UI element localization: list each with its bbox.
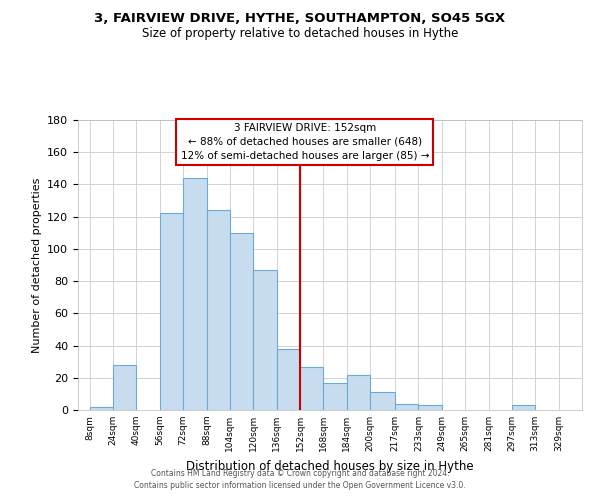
Bar — [160, 214, 183, 410]
Bar — [206, 210, 230, 410]
Bar — [347, 374, 370, 410]
Bar — [253, 270, 277, 410]
Text: 3 FAIRVIEW DRIVE: 152sqm
← 88% of detached houses are smaller (648)
12% of semi-: 3 FAIRVIEW DRIVE: 152sqm ← 88% of detach… — [181, 123, 429, 161]
Text: Size of property relative to detached houses in Hythe: Size of property relative to detached ho… — [142, 28, 458, 40]
Bar — [418, 405, 442, 410]
Bar — [323, 382, 347, 410]
Y-axis label: Number of detached properties: Number of detached properties — [32, 178, 41, 352]
Bar — [395, 404, 418, 410]
Bar — [512, 405, 535, 410]
Bar — [230, 233, 253, 410]
Bar — [300, 366, 323, 410]
Bar — [113, 365, 136, 410]
X-axis label: Distribution of detached houses by size in Hythe: Distribution of detached houses by size … — [186, 460, 474, 472]
Bar — [89, 407, 113, 410]
Bar — [370, 392, 395, 410]
Text: 3, FAIRVIEW DRIVE, HYTHE, SOUTHAMPTON, SO45 5GX: 3, FAIRVIEW DRIVE, HYTHE, SOUTHAMPTON, S… — [94, 12, 506, 26]
Text: Contains HM Land Registry data © Crown copyright and database right 2024.: Contains HM Land Registry data © Crown c… — [151, 468, 449, 477]
Text: Contains public sector information licensed under the Open Government Licence v3: Contains public sector information licen… — [134, 481, 466, 490]
Bar — [183, 178, 206, 410]
Bar — [277, 349, 300, 410]
